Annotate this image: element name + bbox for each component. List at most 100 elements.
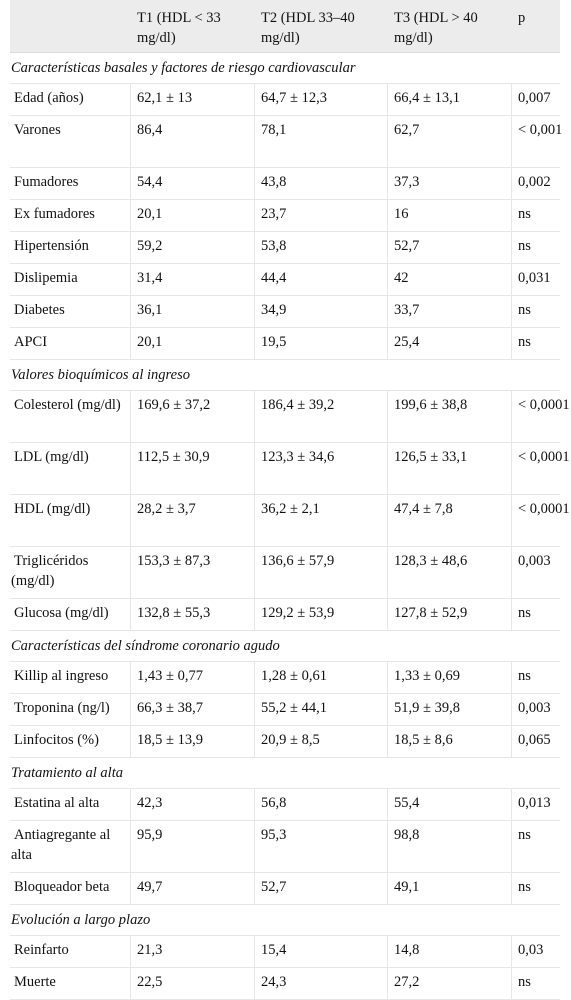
- row-label-cell: Varones: [10, 116, 131, 167]
- row-label-cell: APCI: [10, 328, 131, 359]
- table-header-row: T1 (HDL < 33 mg/dl) T2 (HDL 33–40 mg/dl)…: [10, 0, 560, 53]
- table-row: Killip al ingreso 1,43 ± 0,77 1,28 ± 0,61 1…: [10, 662, 560, 694]
- table-row: Estatina al alta 42,3 56,8 55,4 0,013: [10, 789, 560, 821]
- header-cell-t1: T1 (HDL < 33 mg/dl): [137, 10, 221, 46]
- cell-t3: 27,2: [388, 968, 512, 999]
- cell-p-value: ns: [518, 827, 531, 843]
- table-row: HDL (mg/dl) 28,2 ± 3,7 36,2 ± 2,1 47,4 ± 7,…: [10, 495, 570, 547]
- cell-p-value: 0,03: [518, 942, 544, 958]
- cell-t3: 199,6 ± 38,8: [388, 391, 512, 442]
- row-label-cell: Reinfarto: [10, 936, 131, 967]
- table-row: Triglicéridos (mg/dl) 153,3 ± 87,3 136,6 ±…: [10, 547, 560, 599]
- cell-t2: 19,5: [255, 328, 388, 359]
- section-title: Valores bioquímicos al ingreso: [10, 360, 191, 390]
- table-row: Bloqueador beta 49,7 52,7 49,1 ns: [10, 873, 560, 905]
- cell-t1: 1,43 ± 0,77: [131, 662, 255, 693]
- cell-p-value: 0,065: [518, 732, 551, 748]
- cell-t3: 49,1: [388, 873, 512, 904]
- cell-t1: 42,3: [131, 789, 255, 820]
- cell-p-value: < 0,0001: [518, 501, 570, 517]
- cell-p-value: < 0,001: [518, 122, 563, 138]
- row-label-cell: Troponina (ng/l): [10, 694, 131, 725]
- row-label-cell: Estatina al alta: [10, 789, 131, 820]
- cell-p-value: ns: [518, 238, 531, 254]
- header-cell-t3: T3 (HDL > 40 mg/dl): [394, 10, 478, 46]
- table-row: Hipertensión 59,2 53,8 52,7 ns: [10, 232, 560, 264]
- cell-t3: 47,4 ± 7,8: [388, 495, 512, 546]
- cell-t1: 49,7: [131, 873, 255, 904]
- table-row: Antiagregante al alta 95,9 95,3 98,8 ns: [10, 821, 560, 873]
- table-row: Fumadores 54,4 43,8 37,3 0,002: [10, 168, 560, 200]
- row-label-cell: Linfocitos (%): [10, 726, 131, 757]
- cell-t1: 31,4: [131, 264, 255, 295]
- cell-t2: 64,7 ± 12,3: [255, 84, 388, 115]
- cell-t3: 33,7: [388, 296, 512, 327]
- cell-p-value: < 0,0001: [518, 397, 570, 413]
- cell-p-value: ns: [518, 668, 531, 684]
- section-header-row: Características basales y factores de ri…: [10, 53, 560, 84]
- header-cell-p: p: [518, 10, 526, 26]
- header-cell-label: [10, 0, 131, 52]
- cell-p-value: 0,031: [518, 270, 551, 286]
- cell-t2: 95,3: [255, 821, 388, 872]
- cell-t1: 169,6 ± 37,2: [131, 391, 255, 442]
- cell-t1: 54,4: [131, 168, 255, 199]
- table-row: Troponina (ng/l) 66,3 ± 38,7 55,2 ± 44,1 51…: [10, 694, 560, 726]
- section-title: Características basales y factores de ri…: [10, 53, 357, 83]
- cell-t2: 78,1: [255, 116, 388, 167]
- cell-t2: 43,8: [255, 168, 388, 199]
- cell-t2: 136,6 ± 57,9: [255, 547, 388, 598]
- cell-t1: 132,8 ± 55,3: [131, 599, 255, 630]
- cell-t2: 44,4: [255, 264, 388, 295]
- cell-t3: 62,7: [388, 116, 512, 167]
- cell-p-value: ns: [518, 879, 531, 895]
- cell-t2: 36,2 ± 2,1: [255, 495, 388, 546]
- row-label-cell: Killip al ingreso: [10, 662, 131, 693]
- row-label-cell: LDL (mg/dl): [10, 443, 131, 494]
- cell-t1: 66,3 ± 38,7: [131, 694, 255, 725]
- table-row: Glucosa (mg/dl) 132,8 ± 55,3 129,2 ± 53,9 1…: [10, 599, 560, 631]
- table-row: Linfocitos (%) 18,5 ± 13,9 20,9 ± 8,5 18,5 …: [10, 726, 560, 758]
- cell-t1: 153,3 ± 87,3: [131, 547, 255, 598]
- cell-p-value: 0,007: [518, 90, 551, 106]
- row-label-cell: Muerte: [10, 968, 131, 999]
- section-title: Evolución a largo plazo: [10, 905, 152, 935]
- cell-t3: 126,5 ± 33,1: [388, 443, 512, 494]
- section-title: Características del síndrome coronario a…: [10, 631, 281, 661]
- cell-p-value: 0,003: [518, 553, 551, 569]
- cell-t3: 51,9 ± 39,8: [388, 694, 512, 725]
- cell-t3: 52,7: [388, 232, 512, 263]
- cell-t2: 52,7: [255, 873, 388, 904]
- table-row: Edad (años) 62,1 ± 13 64,7 ± 12,3 66,4 ± 13…: [10, 84, 560, 116]
- row-label-cell: HDL (mg/dl): [10, 495, 131, 546]
- cell-t2: 23,7: [255, 200, 388, 231]
- table-row: Ex fumadores 20,1 23,7 16 ns: [10, 200, 560, 232]
- cell-t3: 42: [388, 264, 512, 295]
- cell-t2: 1,28 ± 0,61: [255, 662, 388, 693]
- cell-t2: 34,9: [255, 296, 388, 327]
- table-row: Diabetes 36,1 34,9 33,7 ns: [10, 296, 560, 328]
- cell-t3: 128,3 ± 48,6: [388, 547, 512, 598]
- row-label-cell: Glucosa (mg/dl): [10, 599, 131, 630]
- cell-p-value: 0,002: [518, 174, 551, 190]
- row-label-cell: Fumadores: [10, 168, 131, 199]
- cell-t1: 18,5 ± 13,9: [131, 726, 255, 757]
- cell-p-value: ns: [518, 206, 531, 222]
- cell-t2: 55,2 ± 44,1: [255, 694, 388, 725]
- cell-p-value: ns: [518, 605, 531, 621]
- table-row: Dislipemia 31,4 44,4 42 0,031: [10, 264, 560, 296]
- cell-t1: 62,1 ± 13: [131, 84, 255, 115]
- cell-t3: 98,8: [388, 821, 512, 872]
- row-label-cell: Diabetes: [10, 296, 131, 327]
- cell-t1: 59,2: [131, 232, 255, 263]
- table-row: Reinfarto 21,3 15,4 14,8 0,03: [10, 936, 560, 968]
- cell-t1: 21,3: [131, 936, 255, 967]
- cell-t2: 123,3 ± 34,6: [255, 443, 388, 494]
- cell-p-value: ns: [518, 974, 531, 990]
- cell-p-value: ns: [518, 334, 531, 350]
- section-header-row: Evolución a largo plazo: [10, 905, 560, 936]
- cell-p-value: 0,013: [518, 795, 551, 811]
- row-label-cell: Edad (años): [10, 84, 131, 115]
- cell-t3: 37,3: [388, 168, 512, 199]
- cell-t2: 186,4 ± 39,2: [255, 391, 388, 442]
